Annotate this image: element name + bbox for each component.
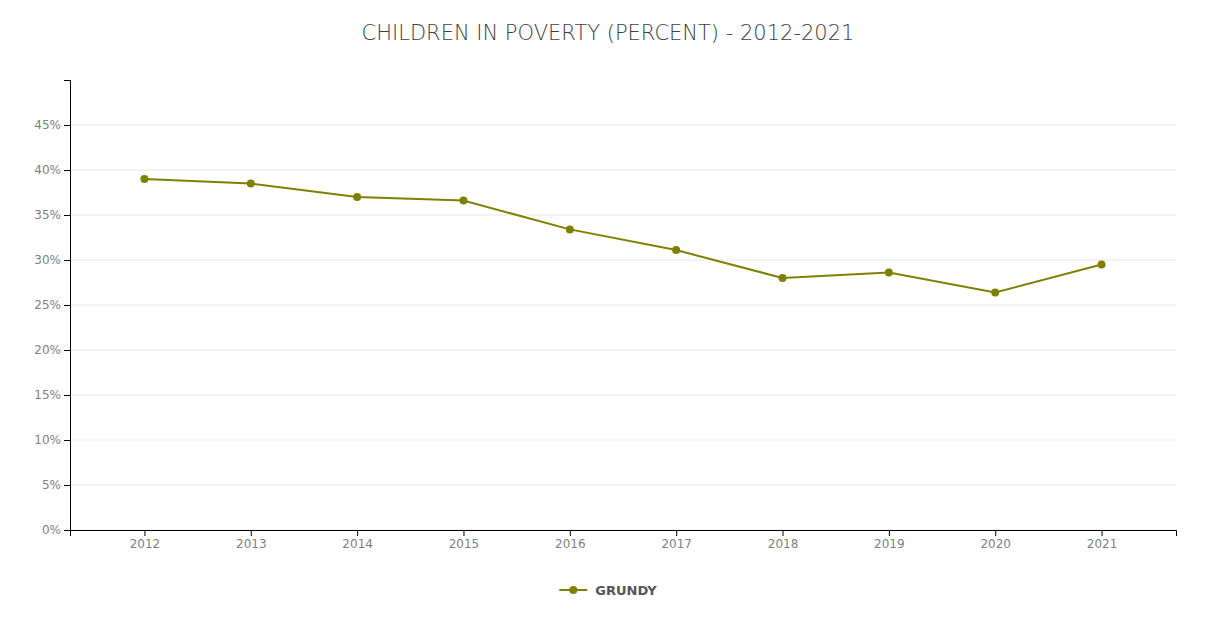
- y-tick: 35%: [34, 208, 70, 222]
- marks: [140, 175, 1105, 296]
- y-tick-label: 15%: [34, 388, 61, 402]
- marker: [672, 246, 680, 254]
- x-tick: 2014: [342, 530, 373, 551]
- marker: [1098, 261, 1106, 269]
- grid-line: [70, 215, 1176, 216]
- x-tick-label: 2017: [661, 537, 692, 551]
- x-tick-label: 2020: [980, 537, 1011, 551]
- x-tick: 2018: [768, 530, 799, 551]
- y-tick-label: 45%: [34, 118, 61, 132]
- x-tick: 2019: [874, 530, 905, 551]
- y-tick-label: 0%: [42, 523, 61, 537]
- x-axis-line: [71, 531, 1177, 537]
- grid-line: [70, 440, 1176, 441]
- y-tick-mark: [64, 350, 70, 351]
- y-tick: 45%: [34, 118, 70, 132]
- x-tick-mark: [357, 530, 358, 536]
- grid-line: [70, 485, 1176, 486]
- y-axis: 0% 5% 10% 15% 20% 25% 30% 35% 40% 45%: [34, 81, 70, 538]
- y-tick-label: 5%: [42, 478, 61, 492]
- x-tick-mark: [783, 530, 784, 536]
- marker: [991, 288, 999, 296]
- marker: [140, 175, 148, 183]
- x-tick-label: 2016: [555, 537, 586, 551]
- y-tick-label: 20%: [34, 343, 61, 357]
- marker: [779, 274, 787, 282]
- y-tick-mark: [64, 530, 70, 531]
- y-axis-line: [64, 81, 71, 531]
- x-tick-label: 2018: [768, 537, 799, 551]
- y-tick: 40%: [34, 163, 70, 177]
- x-tick: 2017: [661, 530, 692, 551]
- y-tick: 25%: [34, 298, 70, 312]
- chart: CHILDREN IN POVERTY (PERCENT) - 2012-202…: [0, 0, 1216, 620]
- y-tick-label: 35%: [34, 208, 61, 222]
- marker: [885, 269, 893, 277]
- y-tick: 0%: [42, 523, 70, 537]
- x-tick-label: 2021: [1087, 537, 1118, 551]
- y-tick-label: 40%: [34, 163, 61, 177]
- y-tick-mark: [64, 260, 70, 261]
- y-tick-mark: [64, 125, 70, 126]
- y-tick: 20%: [34, 343, 70, 357]
- y-tick-label: 30%: [34, 253, 61, 267]
- legend: GRUNDY: [559, 583, 657, 598]
- y-tick-label: 25%: [34, 298, 61, 312]
- x-tick-label: 2019: [874, 537, 905, 551]
- x-tick: 2016: [555, 530, 586, 551]
- marker: [353, 193, 361, 201]
- x-axis: 2012 2013 2014 2015 2016 2017 2018 2019 2020 2021: [71, 530, 1177, 551]
- grid-line: [70, 125, 1176, 126]
- x-tick: 2013: [236, 530, 267, 551]
- y-tick: 30%: [34, 253, 70, 267]
- x-tick-mark: [676, 530, 677, 536]
- legend-label: GRUNDY: [595, 583, 657, 598]
- x-tick-mark: [889, 530, 890, 536]
- marker: [566, 225, 574, 233]
- x-tick-mark: [570, 530, 571, 536]
- y-tick-label: 10%: [34, 433, 61, 447]
- grid-line: [70, 260, 1176, 261]
- line: [144, 179, 1101, 292]
- grid: [70, 125, 1176, 530]
- marker: [247, 180, 255, 188]
- y-tick-mark: [64, 305, 70, 306]
- x-tick: 2020: [980, 530, 1011, 551]
- y-tick-mark: [64, 485, 70, 486]
- x-tick-mark: [1102, 530, 1103, 536]
- grid-line: [70, 395, 1176, 396]
- x-tick-mark: [995, 530, 996, 536]
- y-tick-mark: [64, 170, 70, 171]
- y-tick-mark: [64, 395, 70, 396]
- title: CHILDREN IN POVERTY (PERCENT) - 2012-202…: [362, 21, 855, 45]
- y-tick-mark: [64, 440, 70, 441]
- legend-item: GRUNDY: [559, 583, 657, 598]
- x-tick-label: 2014: [342, 537, 373, 551]
- legend-marker: [569, 586, 577, 594]
- y-tick: 15%: [34, 388, 70, 402]
- grid-line: [70, 305, 1176, 306]
- x-tick-mark: [144, 530, 145, 536]
- grid-line: [70, 170, 1176, 171]
- x-tick: 2021: [1087, 530, 1118, 551]
- marker: [459, 197, 467, 205]
- x-tick-label: 2012: [130, 537, 161, 551]
- grid-line: [70, 350, 1176, 351]
- y-tick: 5%: [42, 478, 70, 492]
- y-tick-mark: [64, 215, 70, 216]
- x-tick: 2015: [449, 530, 480, 551]
- x-tick: 2012: [130, 530, 161, 551]
- y-tick: 10%: [34, 433, 70, 447]
- x-tick-mark: [463, 530, 464, 536]
- x-tick-mark: [251, 530, 252, 536]
- x-tick-label: 2015: [449, 537, 480, 551]
- x-tick-label: 2013: [236, 537, 267, 551]
- plot-area: 2012 2013 2014 2015 2016 2017 2018 2019 2020 2021…: [34, 81, 1176, 551]
